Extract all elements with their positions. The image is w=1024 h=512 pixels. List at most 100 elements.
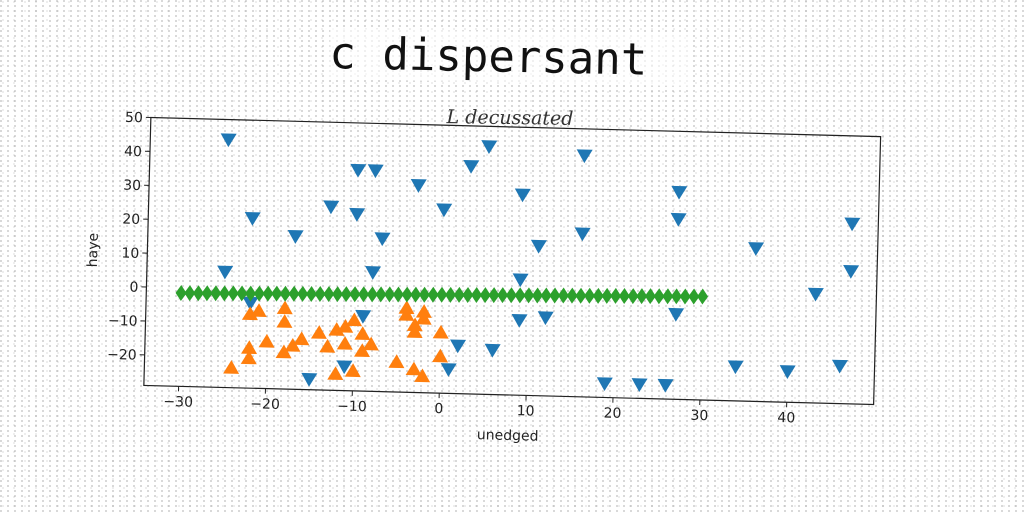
data-point-series-2: [697, 288, 709, 305]
data-point-series-0: [217, 265, 234, 280]
ticks-layer: −30 −20 −10 0 10 20 30 40 −20 −10 0 10 20 30 40 50: [107, 110, 796, 427]
data-point-series-1: [328, 322, 345, 336]
data-point-series-2: [297, 285, 309, 302]
data-point-series-1: [406, 324, 423, 338]
data-point-series-2: [497, 287, 509, 304]
data-point-series-0: [374, 232, 391, 247]
x-tick-label: 10: [517, 403, 535, 419]
data-point-series-2: [305, 285, 317, 302]
data-point-series-1: [276, 300, 293, 315]
data-point-series-1: [327, 366, 344, 381]
data-point-series-0: [287, 230, 304, 244]
data-point-series-0: [844, 217, 861, 232]
data-point-series-0: [668, 307, 685, 322]
data-point-series-0: [512, 273, 529, 288]
data-point-series-2: [436, 286, 448, 303]
data-point-series-0: [242, 296, 259, 311]
y-tick-label: 10: [121, 245, 139, 261]
data-point-series-1: [275, 344, 292, 359]
data-point-series-0: [301, 372, 318, 387]
data-point-series-2: [192, 285, 204, 302]
data-point-series-0: [484, 343, 501, 358]
data-point-series-0: [748, 242, 765, 256]
data-point-series-2: [453, 286, 465, 303]
data-point-series-2: [627, 288, 639, 305]
data-point-series-1: [336, 335, 353, 350]
x-tick-label: 0: [434, 401, 443, 417]
data-point-series-2: [662, 288, 674, 305]
data-point-series-1: [362, 336, 379, 351]
data-point-series-2: [384, 286, 396, 303]
data-point-series-0: [440, 363, 457, 377]
data-point-series-2: [401, 286, 413, 303]
data-point-series-2: [636, 288, 648, 305]
data-point-series-2: [427, 286, 439, 303]
data-point-series-1: [405, 361, 422, 376]
data-point-series-1: [415, 304, 432, 318]
data-point-series-2: [670, 288, 682, 305]
data-point-series-1: [344, 363, 361, 378]
data-point-series-1: [414, 368, 431, 383]
data-point-series-1: [258, 333, 275, 348]
data-point-series-0: [576, 149, 593, 164]
data-point-series-2: [644, 288, 656, 305]
data-point-series-0: [323, 200, 340, 215]
data-point-series-1: [223, 360, 240, 374]
data-point-series-2: [236, 285, 248, 302]
y-tick-label: 40: [124, 144, 142, 160]
data-point-series-0: [530, 239, 547, 254]
data-point-series-0: [807, 287, 824, 302]
x-tick-label: −20: [250, 396, 280, 413]
data-point-series-2: [366, 286, 378, 303]
data-point-series-1: [293, 331, 310, 346]
data-point-series-2: [575, 287, 587, 304]
data-point-series-2: [488, 287, 500, 304]
data-point-series-1: [415, 310, 432, 325]
data-point-series-0: [671, 185, 688, 200]
y-axis-label: haye: [85, 233, 102, 268]
data-point-series-0: [336, 360, 353, 375]
data-point-series-0: [670, 212, 687, 227]
data-point-series-2: [340, 286, 352, 303]
data-point-series-0: [463, 159, 480, 174]
data-point-series-0: [537, 311, 554, 326]
chart-subtitle: L decussated: [445, 106, 573, 130]
data-point-series-2: [410, 286, 422, 303]
points-layer: [175, 133, 861, 393]
data-point-series-2: [184, 285, 196, 302]
data-point-series-0: [831, 359, 848, 374]
data-point-series-0: [596, 377, 613, 392]
data-point-series-2: [479, 287, 491, 304]
data-point-series-2: [523, 287, 535, 304]
data-point-series-1: [432, 348, 449, 363]
data-point-series-2: [610, 287, 622, 304]
data-point-series-0: [574, 227, 591, 242]
data-point-series-2: [288, 285, 300, 302]
data-point-series-1: [406, 317, 423, 332]
data-point-series-1: [250, 303, 267, 317]
data-point-series-2: [584, 287, 596, 304]
data-point-series-2: [445, 286, 457, 303]
data-point-series-1: [398, 307, 415, 321]
data-point-series-1: [319, 338, 336, 353]
data-point-series-1: [241, 306, 258, 321]
data-point-series-2: [471, 286, 483, 303]
data-point-series-2: [358, 286, 370, 303]
data-point-series-0: [481, 140, 498, 154]
data-point-series-2: [218, 285, 230, 302]
data-point-series-2: [210, 285, 222, 302]
data-point-series-2: [245, 285, 257, 302]
data-point-series-2: [592, 287, 604, 304]
x-tick-label: −30: [163, 394, 193, 411]
plot-frame: [143, 116, 882, 406]
data-point-series-2: [175, 285, 187, 302]
data-point-series-2: [271, 285, 283, 302]
data-point-series-1: [241, 340, 258, 355]
data-point-series-0: [355, 309, 372, 324]
data-point-series-0: [450, 339, 467, 354]
data-point-series-2: [253, 285, 265, 302]
data-point-series-2: [601, 287, 613, 304]
data-point-series-1: [398, 300, 415, 315]
data-point-series-2: [227, 285, 239, 302]
